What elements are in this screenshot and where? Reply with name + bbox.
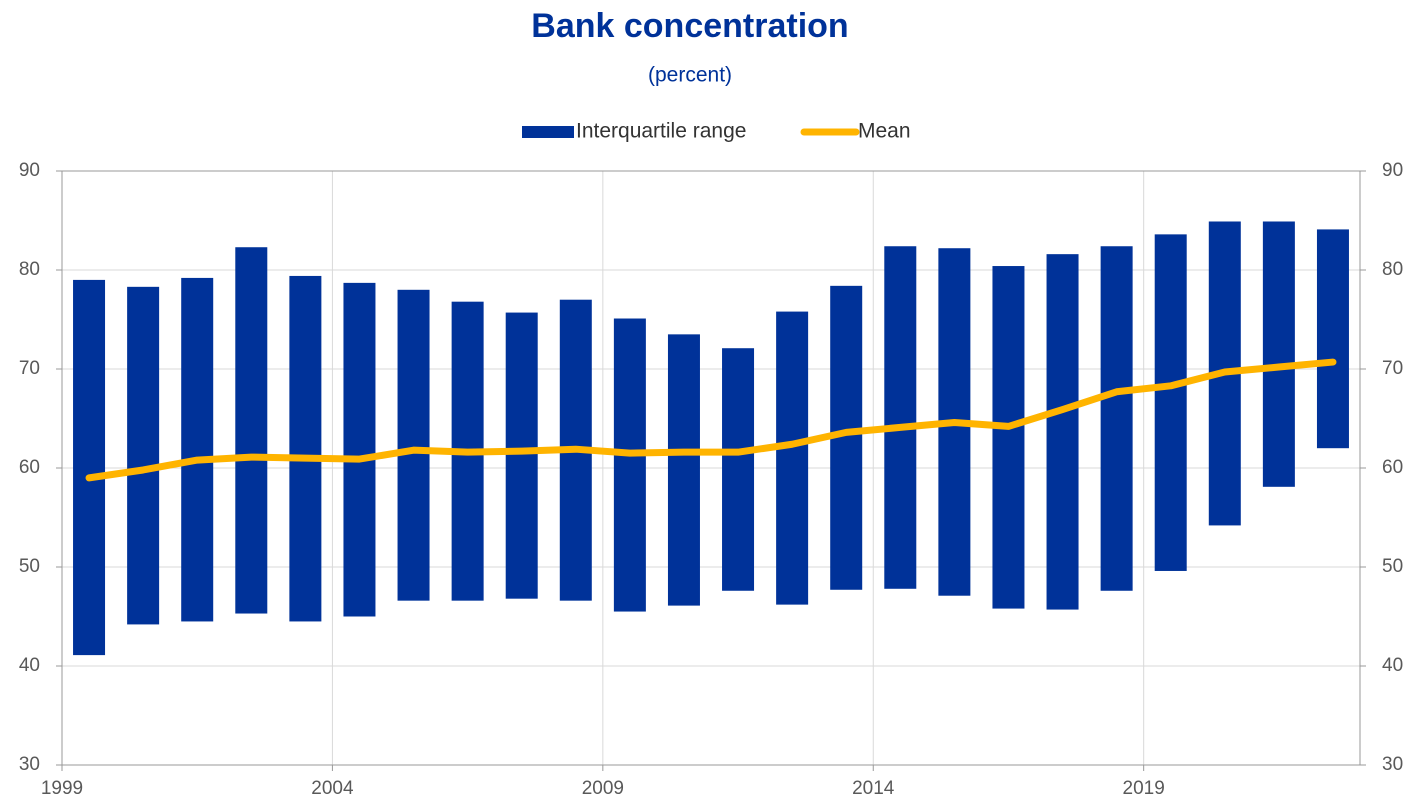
range-bar <box>343 282 376 617</box>
x-tick-label: 2019 <box>1123 778 1165 799</box>
range-bar <box>181 277 214 622</box>
range-bar <box>235 247 268 614</box>
x-tick-label: 2009 <box>582 778 624 799</box>
range-bar <box>1154 234 1187 571</box>
x-tick-label: 1999 <box>41 778 83 799</box>
y2-tick-label: 80 <box>1382 259 1403 280</box>
x-tick-label: 2014 <box>852 778 895 799</box>
range-bar <box>1046 254 1079 610</box>
y-tick-label: 30 <box>19 754 40 775</box>
y-tick-label: 50 <box>19 556 40 577</box>
legend-label: Mean <box>858 120 911 143</box>
y2-tick-label: 50 <box>1382 556 1403 577</box>
range-bar <box>776 311 809 605</box>
y2-tick-label: 60 <box>1382 457 1403 478</box>
range-bar <box>992 266 1025 609</box>
range-bar <box>397 289 430 601</box>
range-bar <box>722 348 755 591</box>
y2-tick-label: 90 <box>1382 160 1403 181</box>
range-bar <box>1262 221 1295 487</box>
plot-frame <box>61 170 1361 766</box>
range-bar <box>1316 229 1349 449</box>
range-bar <box>73 279 106 656</box>
y2-tick-label: 30 <box>1382 754 1403 775</box>
y-tick-label: 70 <box>19 358 40 379</box>
range-bar <box>884 246 917 589</box>
y-tick-label: 60 <box>19 457 40 478</box>
range-bar <box>289 275 322 622</box>
range-bar <box>505 312 538 599</box>
range-bar <box>613 318 646 612</box>
range-bar <box>1100 246 1133 591</box>
range-bar <box>667 334 700 606</box>
chart-subtitle: (percent) <box>648 64 732 87</box>
y-tick-label: 90 <box>19 160 40 181</box>
x-tick-label: 2004 <box>311 778 354 799</box>
y2-tick-label: 40 <box>1382 655 1403 676</box>
mean-line <box>85 358 1337 482</box>
y2-tick-label: 70 <box>1382 358 1403 379</box>
range-bar <box>127 286 160 625</box>
y-tick-label: 80 <box>19 259 40 280</box>
y-tick-label: 40 <box>19 655 40 676</box>
legend-label: Interquartile range <box>576 120 746 143</box>
chart-title: Bank concentration <box>531 7 848 45</box>
legend-swatch <box>522 126 574 138</box>
